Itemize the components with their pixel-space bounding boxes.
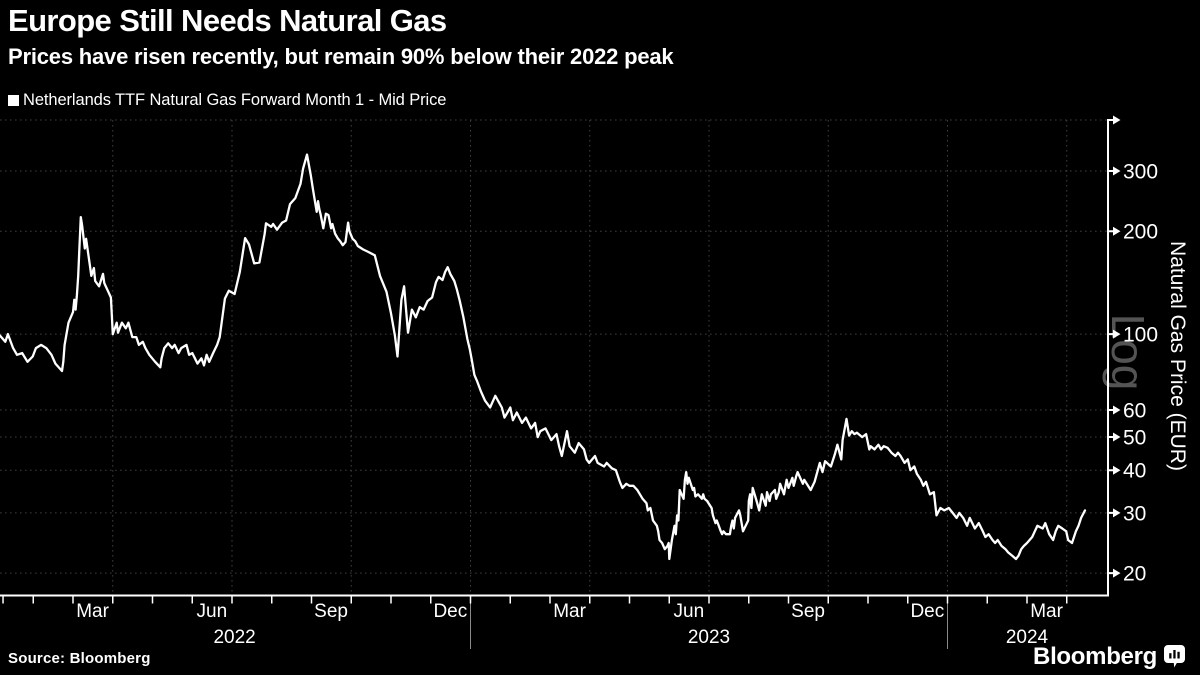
legend-swatch-icon xyxy=(8,95,19,106)
bloomberg-logo: Bloomberg xyxy=(1033,643,1186,671)
bloomberg-terminal-icon xyxy=(1164,645,1185,668)
y-tick-label: 60 xyxy=(1123,399,1146,422)
legend-series-label: Netherlands TTF Natural Gas Forward Mont… xyxy=(23,91,447,109)
price-line xyxy=(0,153,1087,561)
y-tick-label: 30 xyxy=(1123,502,1146,525)
page-title: Europe Still Needs Natural Gas xyxy=(8,3,447,38)
x-month-label: Mar xyxy=(1030,601,1063,622)
y-axis-tick-arrow xyxy=(1109,568,1121,578)
y-axis-tick-arrow xyxy=(1109,226,1121,236)
x-month-label: Mar xyxy=(553,601,586,622)
x-month-label: Sep xyxy=(791,601,825,622)
y-axis-tick-arrow xyxy=(1109,465,1121,475)
y-axis-tick-arrow xyxy=(1109,166,1121,176)
page-subtitle: Prices have risen recently, but remain 9… xyxy=(8,44,674,69)
x-year-label: 2023 xyxy=(688,627,730,648)
x-month-label: Dec xyxy=(910,601,944,622)
y-tick-label: 40 xyxy=(1123,460,1146,483)
y-axis-tick-arrow xyxy=(1109,329,1121,339)
x-year-label: 2024 xyxy=(1006,627,1049,648)
x-year-label: 2022 xyxy=(213,627,255,648)
y-axis-title: Natural Gas Price (EUR) xyxy=(1166,241,1189,471)
y-axis-tick-arrow xyxy=(1109,432,1121,442)
y-axis-tick-arrow xyxy=(1109,405,1121,415)
bloomberg-wordmark: Bloomberg xyxy=(1033,643,1157,670)
x-month-label: Dec xyxy=(433,601,467,622)
source-attribution: Source: Bloomberg xyxy=(8,650,151,667)
y-axis-tick-arrow xyxy=(1109,115,1121,125)
legend: Netherlands TTF Natural Gas Forward Mont… xyxy=(8,91,446,110)
y-tick-label: 200 xyxy=(1123,221,1158,244)
y-tick-label: 20 xyxy=(1123,563,1146,586)
x-month-label: Jun xyxy=(674,601,705,622)
x-month-label: Sep xyxy=(314,601,348,622)
y-tick-label: 50 xyxy=(1123,427,1146,450)
x-month-label: Mar xyxy=(76,601,109,622)
x-month-label: Jun xyxy=(197,601,228,622)
y-tick-label: 300 xyxy=(1123,161,1158,184)
y-tick-label: 100 xyxy=(1123,324,1158,347)
y-axis-tick-arrow xyxy=(1109,508,1121,518)
